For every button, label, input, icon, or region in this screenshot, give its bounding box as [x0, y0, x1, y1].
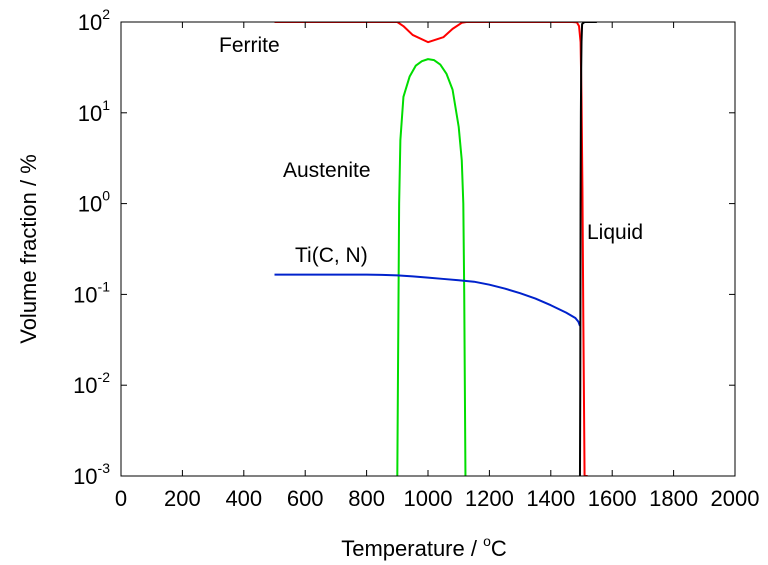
x-axis-title: Temperature / oC — [341, 533, 507, 561]
annotation-ticn: Ti(C, N) — [295, 244, 368, 267]
x-tick-label-7: 1400 — [526, 486, 575, 511]
x-tick-label-10: 2000 — [711, 486, 760, 511]
x-tick-label-0: 0 — [115, 486, 127, 511]
y-tick-label-3: 100 — [78, 188, 110, 217]
x-tick-label-4: 800 — [348, 486, 385, 511]
x-tick-label-9: 1800 — [649, 486, 698, 511]
series-line-1 — [396, 58, 467, 476]
x-tick-label-5: 1000 — [404, 486, 453, 511]
x-tick-label-8: 1600 — [588, 486, 637, 511]
series-line-2 — [274, 273, 581, 327]
series-line-0 — [274, 22, 588, 476]
x-tick-label-6: 1200 — [465, 486, 514, 511]
annotation-ferrite: Ferrite — [219, 34, 280, 57]
y-axis-title: Volume fraction / % — [16, 154, 41, 344]
x-axis-title-text: Temperature / — [341, 536, 483, 561]
y-tick-label-5: 102 — [78, 6, 110, 35]
x-axis-title-unit: C — [491, 536, 507, 561]
y-tick-label-0: 10-3 — [73, 460, 110, 489]
y-tick-label-4: 101 — [78, 97, 110, 126]
x-tick-label-2: 400 — [225, 486, 262, 511]
x-tick-label-3: 600 — [287, 486, 324, 511]
annotation-austenite: Austenite — [283, 159, 371, 182]
y-tick-label-2: 10-1 — [73, 278, 110, 307]
y-tick-label-1: 10-2 — [73, 369, 110, 398]
x-axis-title-degree: o — [483, 533, 491, 549]
series-layer — [274, 22, 597, 476]
x-tick-label-1: 200 — [164, 486, 201, 511]
annotation-liquid: Liquid — [587, 221, 643, 244]
series-line-3 — [578, 22, 597, 476]
ticks-layer: 0 200 400 600 800 1000 1200 1400 1600 1800 2000 10-… — [73, 6, 759, 511]
